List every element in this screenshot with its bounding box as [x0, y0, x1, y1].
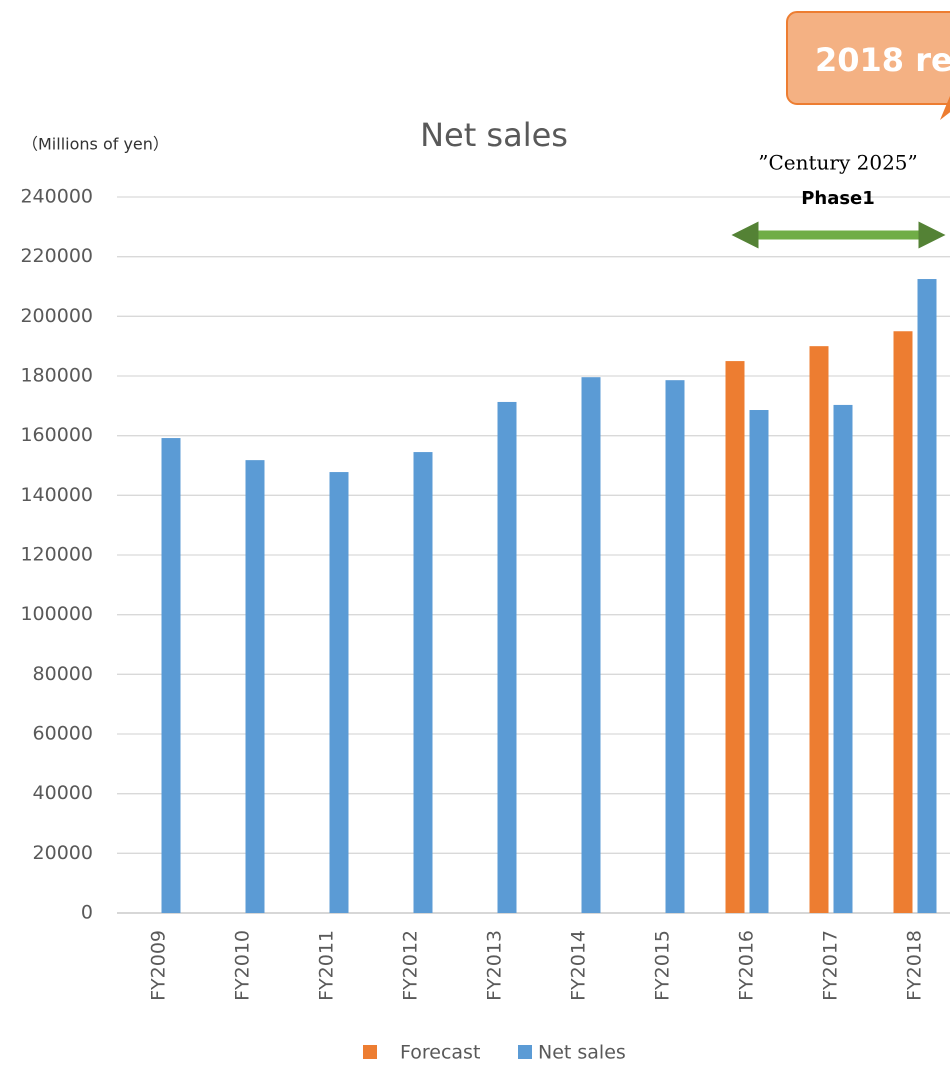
bar	[917, 279, 937, 914]
x-tick-label: FY2013	[484, 930, 506, 1001]
bar	[833, 404, 853, 913]
bar	[665, 380, 685, 914]
y-tick-label: 60000	[33, 723, 93, 745]
y-axis-label: （Millions of yen）	[22, 135, 169, 154]
bar	[329, 472, 349, 913]
x-tick-label: FY2014	[568, 930, 590, 1001]
phase-label: Phase1	[801, 188, 875, 209]
bar	[809, 346, 829, 914]
legend-label: Forecast	[400, 1042, 480, 1064]
x-tick-label: FY2018	[904, 930, 926, 1001]
x-tick-label: FY2009	[148, 930, 170, 1001]
y-tick-label: 20000	[33, 842, 93, 864]
x-tick-label: FY2011	[316, 930, 338, 1001]
y-tick-label: 160000	[20, 424, 93, 446]
y-tick-label: 120000	[20, 544, 93, 566]
x-tick-label: FY2010	[232, 930, 254, 1001]
callout-box	[786, 11, 950, 105]
chart-title: Net sales	[420, 116, 568, 154]
x-tick-label: FY2015	[652, 930, 674, 1001]
bar	[725, 361, 745, 913]
y-tick-label: 0	[81, 902, 93, 924]
bar	[893, 331, 913, 913]
y-tick-label: 240000	[20, 186, 93, 208]
callout-pointer	[940, 96, 950, 120]
y-tick-label: 180000	[20, 365, 93, 387]
bar	[581, 377, 601, 913]
bar	[245, 460, 265, 913]
legend-swatch	[518, 1045, 532, 1059]
x-tick-label: FY2016	[736, 930, 758, 1001]
bar	[497, 401, 517, 913]
bar	[413, 452, 433, 913]
bar	[749, 410, 769, 913]
y-tick-label: 200000	[20, 305, 93, 327]
x-tick-label: FY2012	[400, 930, 422, 1001]
bar	[161, 438, 181, 913]
y-tick-label: 220000	[20, 245, 93, 267]
x-tick-label: FY2017	[820, 930, 842, 1001]
legend-label: Net sales	[538, 1042, 626, 1064]
callout-text: 2018 re	[815, 41, 950, 79]
phase-title: ”Century 2025”	[758, 151, 918, 175]
y-tick-label: 100000	[20, 603, 93, 625]
y-tick-label: 140000	[20, 484, 93, 506]
y-tick-label: 80000	[33, 663, 93, 685]
y-tick-label: 40000	[33, 782, 93, 804]
legend-swatch	[363, 1045, 377, 1059]
